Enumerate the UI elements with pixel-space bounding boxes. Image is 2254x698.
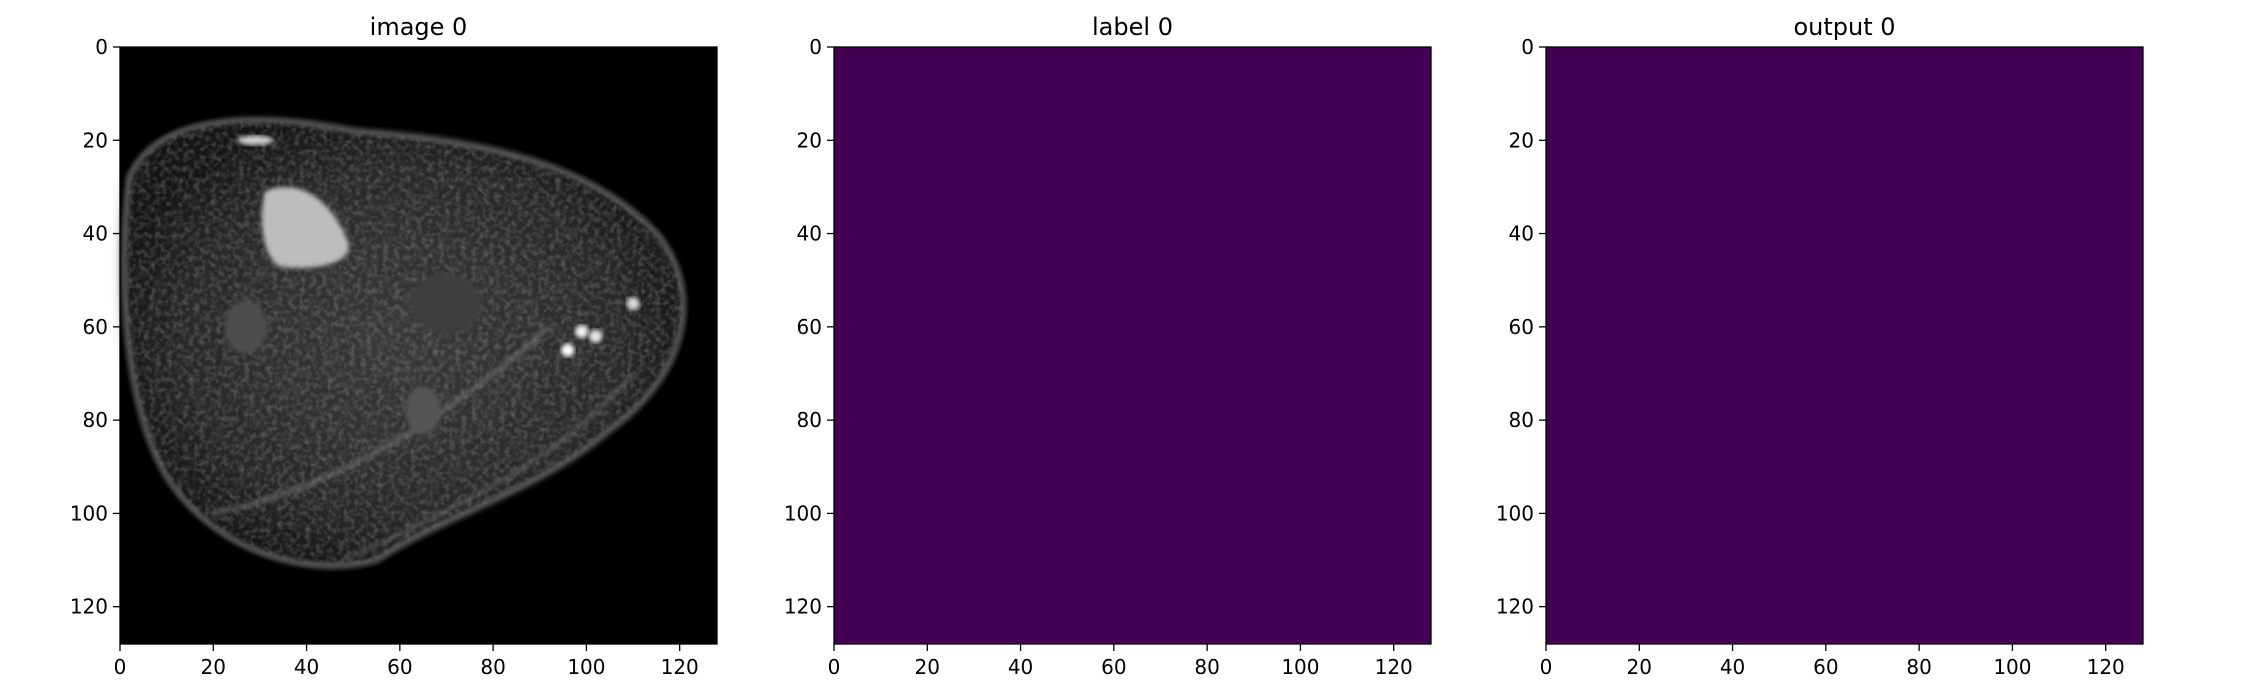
x-tick-label: 0 bbox=[1540, 655, 1553, 679]
panel-output-0: output 0 0 20 40 60 80 100 120 0 20 40 60 80 100 120 bbox=[1496, 13, 2144, 679]
tissue-blob bbox=[410, 273, 483, 334]
x-tick-label: 100 bbox=[567, 655, 605, 679]
bright-spot bbox=[575, 324, 589, 339]
x-tick-label: 80 bbox=[1194, 655, 1219, 679]
y-tick-label: 0 bbox=[95, 35, 108, 59]
x-tick-label: 0 bbox=[114, 655, 127, 679]
x-tick-label: 0 bbox=[828, 655, 841, 679]
axes-frame bbox=[119, 46, 718, 645]
x-tick-label: 120 bbox=[2087, 655, 2125, 679]
tissue-blob bbox=[225, 299, 267, 354]
y-tick-label: 80 bbox=[1509, 408, 1534, 432]
x-tick-label: 80 bbox=[480, 655, 505, 679]
x-tick-label: 100 bbox=[1281, 655, 1319, 679]
bright-spot bbox=[589, 329, 603, 343]
y-tick-label: 120 bbox=[784, 595, 822, 619]
y-axis: 0 20 40 60 80 100 120 bbox=[70, 35, 120, 619]
y-tick-label: 80 bbox=[797, 408, 822, 432]
y-tick-label: 20 bbox=[1509, 128, 1534, 152]
panel-title: output 0 bbox=[1793, 13, 1895, 41]
y-tick-label: 0 bbox=[1521, 35, 1534, 59]
x-tick-label: 40 bbox=[1720, 655, 1745, 679]
x-tick-label: 40 bbox=[294, 655, 319, 679]
image-panel-area bbox=[120, 47, 717, 644]
panel-image-0: image 0 0 20 40 60 80 100 120 0 20 40 60 80 100 120 bbox=[70, 13, 718, 679]
axes-frame bbox=[1545, 46, 2144, 645]
tissue-band bbox=[343, 372, 635, 562]
x-tick-label: 120 bbox=[1375, 655, 1413, 679]
panel-title: label 0 bbox=[1092, 13, 1173, 41]
y-tick-label: 100 bbox=[784, 501, 822, 525]
x-tick-label: 60 bbox=[1813, 655, 1838, 679]
y-tick-label: 40 bbox=[83, 222, 108, 246]
y-tick-label: 60 bbox=[1509, 315, 1534, 339]
y-tick-label: 100 bbox=[70, 501, 108, 525]
x-axis: 0 20 40 60 80 100 120 bbox=[828, 644, 1413, 679]
axes-frame bbox=[833, 46, 1432, 645]
bright-spot bbox=[626, 296, 640, 311]
x-tick-label: 60 bbox=[387, 655, 412, 679]
label-heatmap-fill bbox=[834, 47, 1431, 644]
x-tick-label: 80 bbox=[1906, 655, 1931, 679]
x-tick-label: 20 bbox=[201, 655, 226, 679]
y-tick-label: 20 bbox=[83, 128, 108, 152]
y-tick-label: 60 bbox=[83, 315, 108, 339]
x-tick-label: 100 bbox=[1993, 655, 2031, 679]
x-tick-label: 20 bbox=[1627, 655, 1652, 679]
x-tick-label: 40 bbox=[1008, 655, 1033, 679]
organ-region bbox=[261, 187, 349, 268]
y-tick-label: 100 bbox=[1496, 501, 1534, 525]
y-tick-label: 60 bbox=[797, 315, 822, 339]
x-tick-label: 20 bbox=[915, 655, 940, 679]
x-tick-label: 60 bbox=[1101, 655, 1126, 679]
x-axis: 0 20 40 60 80 100 120 bbox=[114, 644, 699, 679]
y-axis: 0 20 40 60 80 100 120 bbox=[1496, 35, 1546, 619]
mri-slice-image bbox=[121, 117, 687, 569]
y-tick-label: 20 bbox=[797, 128, 822, 152]
x-tick-label: 120 bbox=[661, 655, 699, 679]
x-axis: 0 20 40 60 80 100 120 bbox=[1540, 644, 2125, 679]
y-tick-label: 40 bbox=[797, 222, 822, 246]
y-tick-label: 40 bbox=[1509, 222, 1534, 246]
skin-rim bbox=[121, 117, 687, 569]
y-tick-label: 0 bbox=[809, 35, 822, 59]
y-axis: 0 20 40 60 80 100 120 bbox=[784, 35, 834, 619]
y-tick-label: 80 bbox=[83, 408, 108, 432]
output-heatmap-fill bbox=[1546, 47, 2143, 644]
y-tick-label: 120 bbox=[70, 595, 108, 619]
panel-label-0: label 0 0 20 40 60 80 100 120 0 20 40 60 80 100 120 bbox=[784, 13, 1432, 679]
bright-spot bbox=[561, 343, 575, 357]
tissue-blob bbox=[405, 386, 442, 435]
y-tick-label: 120 bbox=[1496, 595, 1534, 619]
tissue-band bbox=[212, 325, 551, 516]
bright-streak bbox=[237, 135, 274, 146]
panel-title: image 0 bbox=[370, 13, 468, 41]
